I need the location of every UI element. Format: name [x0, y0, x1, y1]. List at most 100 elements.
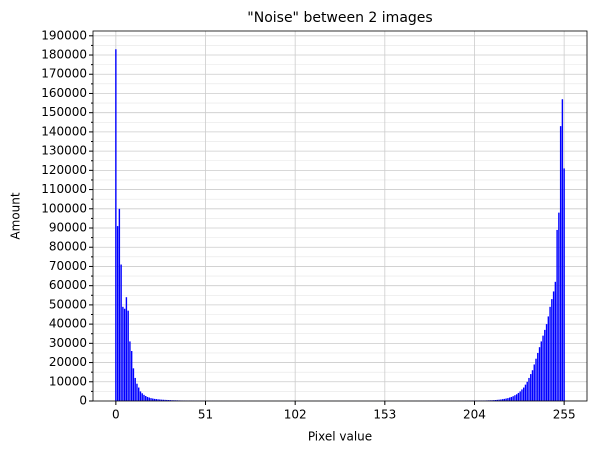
bar [563, 168, 565, 401]
bar [115, 49, 117, 402]
y-tick-label: 0 [79, 394, 87, 408]
bar [132, 368, 135, 401]
bar [533, 364, 535, 401]
bar [547, 316, 550, 401]
y-tick-label: 140000 [41, 124, 87, 138]
bar [145, 396, 147, 401]
bar [512, 396, 514, 401]
bar [136, 383, 138, 401]
bar [558, 212, 560, 401]
plot-frame [92, 30, 588, 402]
bar [508, 397, 511, 401]
bar [515, 394, 518, 401]
bar [496, 399, 499, 401]
bar [523, 387, 525, 401]
bar [148, 397, 150, 401]
x-tick-label: 255 [553, 408, 576, 422]
bar [542, 335, 544, 401]
bar [501, 399, 504, 401]
chart-title: "Noise" between 2 images [247, 10, 432, 26]
bar [521, 389, 523, 401]
bar [540, 341, 542, 401]
bar [120, 264, 122, 401]
bar [166, 399, 168, 401]
bar [130, 351, 133, 401]
bar [167, 400, 170, 401]
bar [526, 381, 528, 401]
x-tick-label: 0 [112, 408, 120, 422]
bar [143, 394, 145, 401]
bar [139, 391, 142, 401]
y-tick-label: 120000 [41, 163, 87, 177]
y-tick-label: 70000 [49, 259, 87, 273]
bar [141, 393, 143, 401]
y-tick-label: 90000 [49, 221, 87, 235]
bar [549, 306, 551, 401]
bar [153, 398, 156, 401]
y-tick-label: 30000 [49, 336, 87, 350]
bar [164, 399, 166, 401]
y-tick-label: 40000 [49, 317, 87, 331]
y-tick-label: 110000 [41, 182, 87, 196]
bar [524, 384, 527, 401]
bar [494, 400, 497, 401]
y-tick-label: 180000 [41, 48, 87, 62]
bar [556, 229, 558, 401]
bar [514, 395, 516, 401]
bar [507, 398, 509, 401]
y-tick-label: 50000 [49, 297, 87, 311]
x-tick-label: 204 [463, 408, 486, 422]
y-tick-label: 80000 [49, 240, 87, 254]
bar [517, 392, 520, 401]
bar [554, 281, 557, 401]
bar [123, 308, 126, 401]
bar [138, 387, 140, 401]
bar [155, 399, 157, 401]
bar [160, 399, 163, 401]
x-axis-label: Pixel value [308, 430, 372, 444]
bar [503, 398, 506, 401]
bar [152, 398, 154, 401]
x-tick-label: 153 [373, 408, 396, 422]
bar [551, 299, 553, 401]
bar [150, 398, 152, 401]
bar [129, 341, 131, 401]
bar [552, 291, 555, 401]
bar [559, 126, 562, 402]
bar [531, 370, 534, 401]
bar [537, 352, 539, 401]
bar [116, 226, 119, 401]
bar [159, 399, 161, 401]
bar [545, 324, 548, 401]
bar [561, 99, 564, 401]
y-tick-label: 10000 [49, 374, 87, 388]
y-tick-label: 100000 [41, 201, 87, 215]
bar [146, 396, 149, 401]
bar [544, 329, 546, 401]
bar [510, 396, 513, 401]
bar [127, 310, 129, 401]
bar [505, 398, 507, 401]
bar [500, 399, 502, 401]
bar [530, 374, 532, 401]
bar [519, 391, 521, 401]
bar [538, 347, 541, 401]
bar [157, 399, 159, 401]
x-tick-label: 51 [198, 408, 213, 422]
bar [169, 400, 172, 401]
y-tick-label: 190000 [41, 28, 87, 42]
y-axis-label: Amount [9, 192, 23, 239]
y-tick-label: 160000 [41, 86, 87, 100]
y-tick-label: 150000 [41, 105, 87, 119]
bar [493, 400, 495, 401]
y-tick-label: 20000 [49, 355, 87, 369]
y-tick-label: 130000 [41, 144, 87, 158]
bar [162, 399, 165, 401]
bar [118, 208, 121, 401]
bar [498, 399, 500, 401]
y-tick-label: 170000 [41, 67, 87, 81]
bar [122, 306, 124, 401]
x-tick-label: 102 [284, 408, 307, 422]
bar [535, 358, 537, 401]
